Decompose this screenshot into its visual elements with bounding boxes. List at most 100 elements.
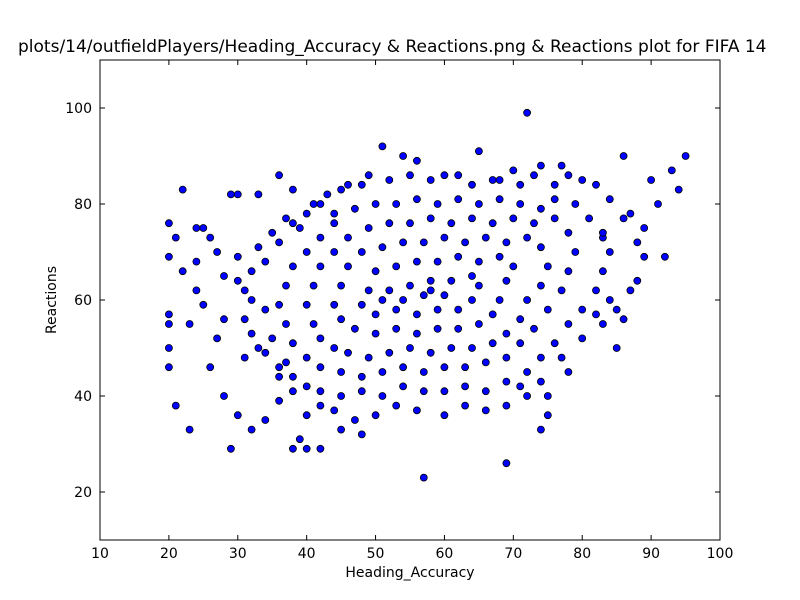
scatter-point: [654, 200, 662, 208]
scatter-point: [454, 305, 463, 314]
x-tick-label: 80: [573, 546, 591, 562]
scatter-point: [564, 368, 573, 376]
y-tick-label: 40: [74, 389, 92, 405]
scatter-point: [564, 228, 573, 237]
x-tick-label: 90: [642, 546, 660, 562]
scatter-point: [640, 224, 649, 232]
chart-title: plots/14/outfieldPlayers/Heading_Accurac…: [18, 37, 767, 57]
scatter-point: [523, 368, 531, 376]
scatter-point: [495, 296, 504, 304]
scatter-point: [220, 392, 228, 400]
scatter-point: [557, 353, 566, 362]
scatter-point: [537, 243, 545, 252]
scatter-point: [461, 363, 470, 372]
scatter-point: [537, 353, 545, 362]
scatter-point: [247, 267, 256, 276]
scatter-point: [316, 262, 325, 271]
scatter-point: [426, 276, 435, 285]
scatter-point: [488, 339, 497, 348]
scatter-point: [550, 339, 559, 348]
scatter-point: [661, 252, 669, 261]
scatter-point: [619, 152, 628, 160]
scatter-point: [399, 296, 408, 304]
scatter-point: [282, 214, 290, 223]
scatter-point: [178, 185, 187, 194]
scatter-point: [454, 252, 463, 261]
x-tick-label: 40: [298, 546, 316, 562]
scatter-point: [605, 248, 614, 256]
scatter-point: [474, 147, 483, 156]
scatter-point: [578, 334, 587, 343]
scatter-point: [502, 329, 511, 338]
scatter-point: [523, 296, 531, 304]
scatter-point: [357, 372, 366, 381]
scatter-point: [247, 329, 256, 338]
scatter-point: [681, 152, 690, 160]
scatter-point: [509, 262, 518, 271]
scatter-point: [543, 411, 552, 420]
scatter-point: [337, 425, 346, 434]
scatter-point: [254, 243, 263, 252]
scatter-point: [171, 401, 180, 410]
scatter-point: [571, 248, 580, 256]
scatter-point: [612, 305, 621, 314]
scatter-point: [330, 406, 339, 415]
scatter-point: [474, 200, 483, 208]
scatter-point: [330, 219, 339, 228]
scatter-point: [461, 238, 470, 247]
scatter-point: [261, 305, 270, 314]
scatter-point: [364, 171, 373, 180]
scatter-point: [392, 262, 401, 271]
scatter-point: [523, 108, 531, 117]
scatter-point: [302, 444, 311, 453]
scatter-point: [564, 171, 573, 180]
scatter-point: [461, 382, 470, 391]
scatter-point: [247, 296, 256, 304]
scatter-point: [406, 171, 414, 180]
scatter-point: [419, 473, 428, 482]
scatter-point: [330, 300, 339, 309]
scatter-point: [240, 353, 249, 362]
scatter-point: [468, 272, 476, 280]
y-axis-label: Reactions: [44, 265, 60, 335]
scatter-point: [316, 401, 325, 410]
scatter-point: [412, 257, 421, 266]
scatter-point: [537, 425, 545, 434]
scatter-point: [378, 243, 387, 252]
scatter-point: [288, 262, 297, 271]
scatter-point: [474, 320, 483, 328]
scatter-point: [226, 190, 235, 199]
scatter-point: [592, 286, 600, 295]
scatter-point: [337, 315, 346, 324]
scatter-point: [592, 180, 600, 189]
scatter-point: [495, 176, 504, 184]
scatter-point: [426, 286, 435, 295]
scatter-point: [599, 228, 607, 237]
scatter-point: [199, 300, 208, 309]
scatter-point: [371, 329, 380, 338]
scatter-point: [571, 200, 580, 208]
scatter-point: [233, 411, 242, 420]
x-axis-label: Heading_Accuracy: [345, 565, 475, 581]
scatter-point: [344, 262, 352, 271]
scatter-point: [550, 195, 559, 204]
scatter-point: [537, 161, 545, 170]
scatter-point: [206, 363, 215, 372]
scatter-point: [164, 310, 173, 319]
scatter-point: [213, 334, 222, 343]
scatter-point: [385, 286, 394, 295]
scatter-point: [357, 430, 366, 439]
scatter-point: [288, 372, 297, 381]
scatter-point: [667, 166, 676, 175]
scatter-point: [419, 291, 428, 300]
scatter-point: [302, 248, 311, 256]
scatter-point: [433, 257, 442, 266]
scatter-point: [378, 296, 387, 304]
scatter-point: [585, 214, 593, 223]
scatter-point: [275, 396, 284, 405]
scatter-point: [530, 171, 538, 180]
scatter-point: [433, 305, 442, 314]
scatter-point: [288, 387, 297, 396]
scatter-point: [254, 190, 263, 199]
